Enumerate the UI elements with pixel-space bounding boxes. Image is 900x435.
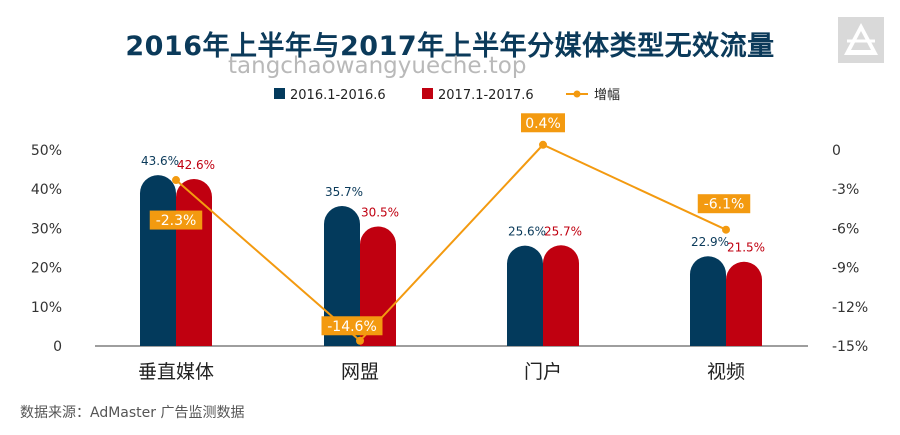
x-tick-label: 垂直媒体: [138, 361, 214, 383]
bar-value-label: 30.5%: [361, 205, 399, 219]
y-left-tick-label: 0: [53, 339, 62, 355]
y-left-tick-label: 10%: [31, 300, 62, 316]
bar-value-label: 22.9%: [691, 235, 729, 249]
x-tick-label: 门户: [524, 361, 562, 383]
bar: [324, 206, 360, 346]
bar: [543, 245, 579, 346]
bar-value-label: 42.6%: [177, 158, 215, 172]
bar: [507, 245, 543, 346]
bar-value-label: 25.6%: [508, 225, 546, 239]
growth-label-box: [149, 210, 203, 230]
bar-value-label: 43.6%: [141, 154, 179, 168]
x-tick-label: 网盟: [341, 361, 379, 383]
growth-label: 0.4%: [525, 116, 561, 132]
y-right-tick-label: -12%: [832, 300, 868, 316]
growth-label: -6.1%: [704, 197, 745, 213]
y-right-tick-label: -9%: [832, 261, 859, 277]
legend-label: 2017.1-2017.6: [438, 88, 534, 103]
y-right-tick-label: 0: [832, 143, 841, 159]
y-left-tick-label: 50%: [31, 143, 62, 159]
bar-value-label: 25.7%: [544, 224, 582, 238]
legend-swatch: [274, 88, 285, 99]
watermark-text: tangchaowangyueche.top: [228, 53, 527, 79]
bar-value-label: 21.5%: [727, 241, 765, 255]
growth-point: [172, 176, 180, 185]
triangle-logo-icon: [838, 17, 884, 63]
bar-value-label: 35.7%: [325, 185, 363, 199]
growth-point: [539, 140, 547, 149]
axes: 0 10% 20% 30% 40% 50% 0 -3% -6% -9% -12% -15% 垂直媒体 网盟…: [31, 143, 868, 383]
growth-label: -14.6%: [327, 319, 377, 335]
legend-label: 2016.1-2016.6: [290, 88, 386, 103]
growth-label: -2.3%: [156, 213, 197, 229]
bar: [140, 175, 176, 346]
y-left-tick-label: 30%: [31, 221, 62, 237]
growth-label-box: [321, 316, 383, 336]
growth-label-box: [697, 194, 751, 214]
growth-polyline: [175, 143, 727, 343]
legend-swatch: [422, 88, 433, 99]
growth-point: [722, 225, 730, 234]
legend: 2016.1-2016.6 2017.1-2017.6 增幅: [274, 88, 620, 103]
source-note: 数据来源：AdMaster 广告监测数据: [20, 405, 245, 421]
growth-line: [172, 140, 730, 345]
data-labels: 43.6% 35.7% 25.6% 22.9% 42.6% 30.5% 25.7% 21.5%…: [141, 113, 765, 336]
legend-marker: [573, 90, 581, 98]
y-right-tick-label: -15%: [832, 339, 868, 355]
y-left-tick-label: 20%: [31, 261, 62, 277]
legend-label: 增幅: [594, 88, 620, 103]
y-right-tick-label: -6%: [832, 221, 859, 237]
y-right-tick-label: -3%: [832, 182, 859, 198]
x-tick-label: 视频: [707, 361, 745, 383]
chart-title: 2016年上半年与2017年上半年分媒体类型无效流量: [125, 31, 775, 62]
growth-label-box: [521, 113, 565, 133]
bar: [360, 226, 396, 346]
bars: [140, 175, 762, 346]
bar: [726, 261, 762, 346]
bar: [690, 256, 726, 346]
growth-point: [356, 336, 364, 345]
y-left-tick-label: 40%: [31, 182, 62, 198]
bar: [176, 179, 212, 346]
